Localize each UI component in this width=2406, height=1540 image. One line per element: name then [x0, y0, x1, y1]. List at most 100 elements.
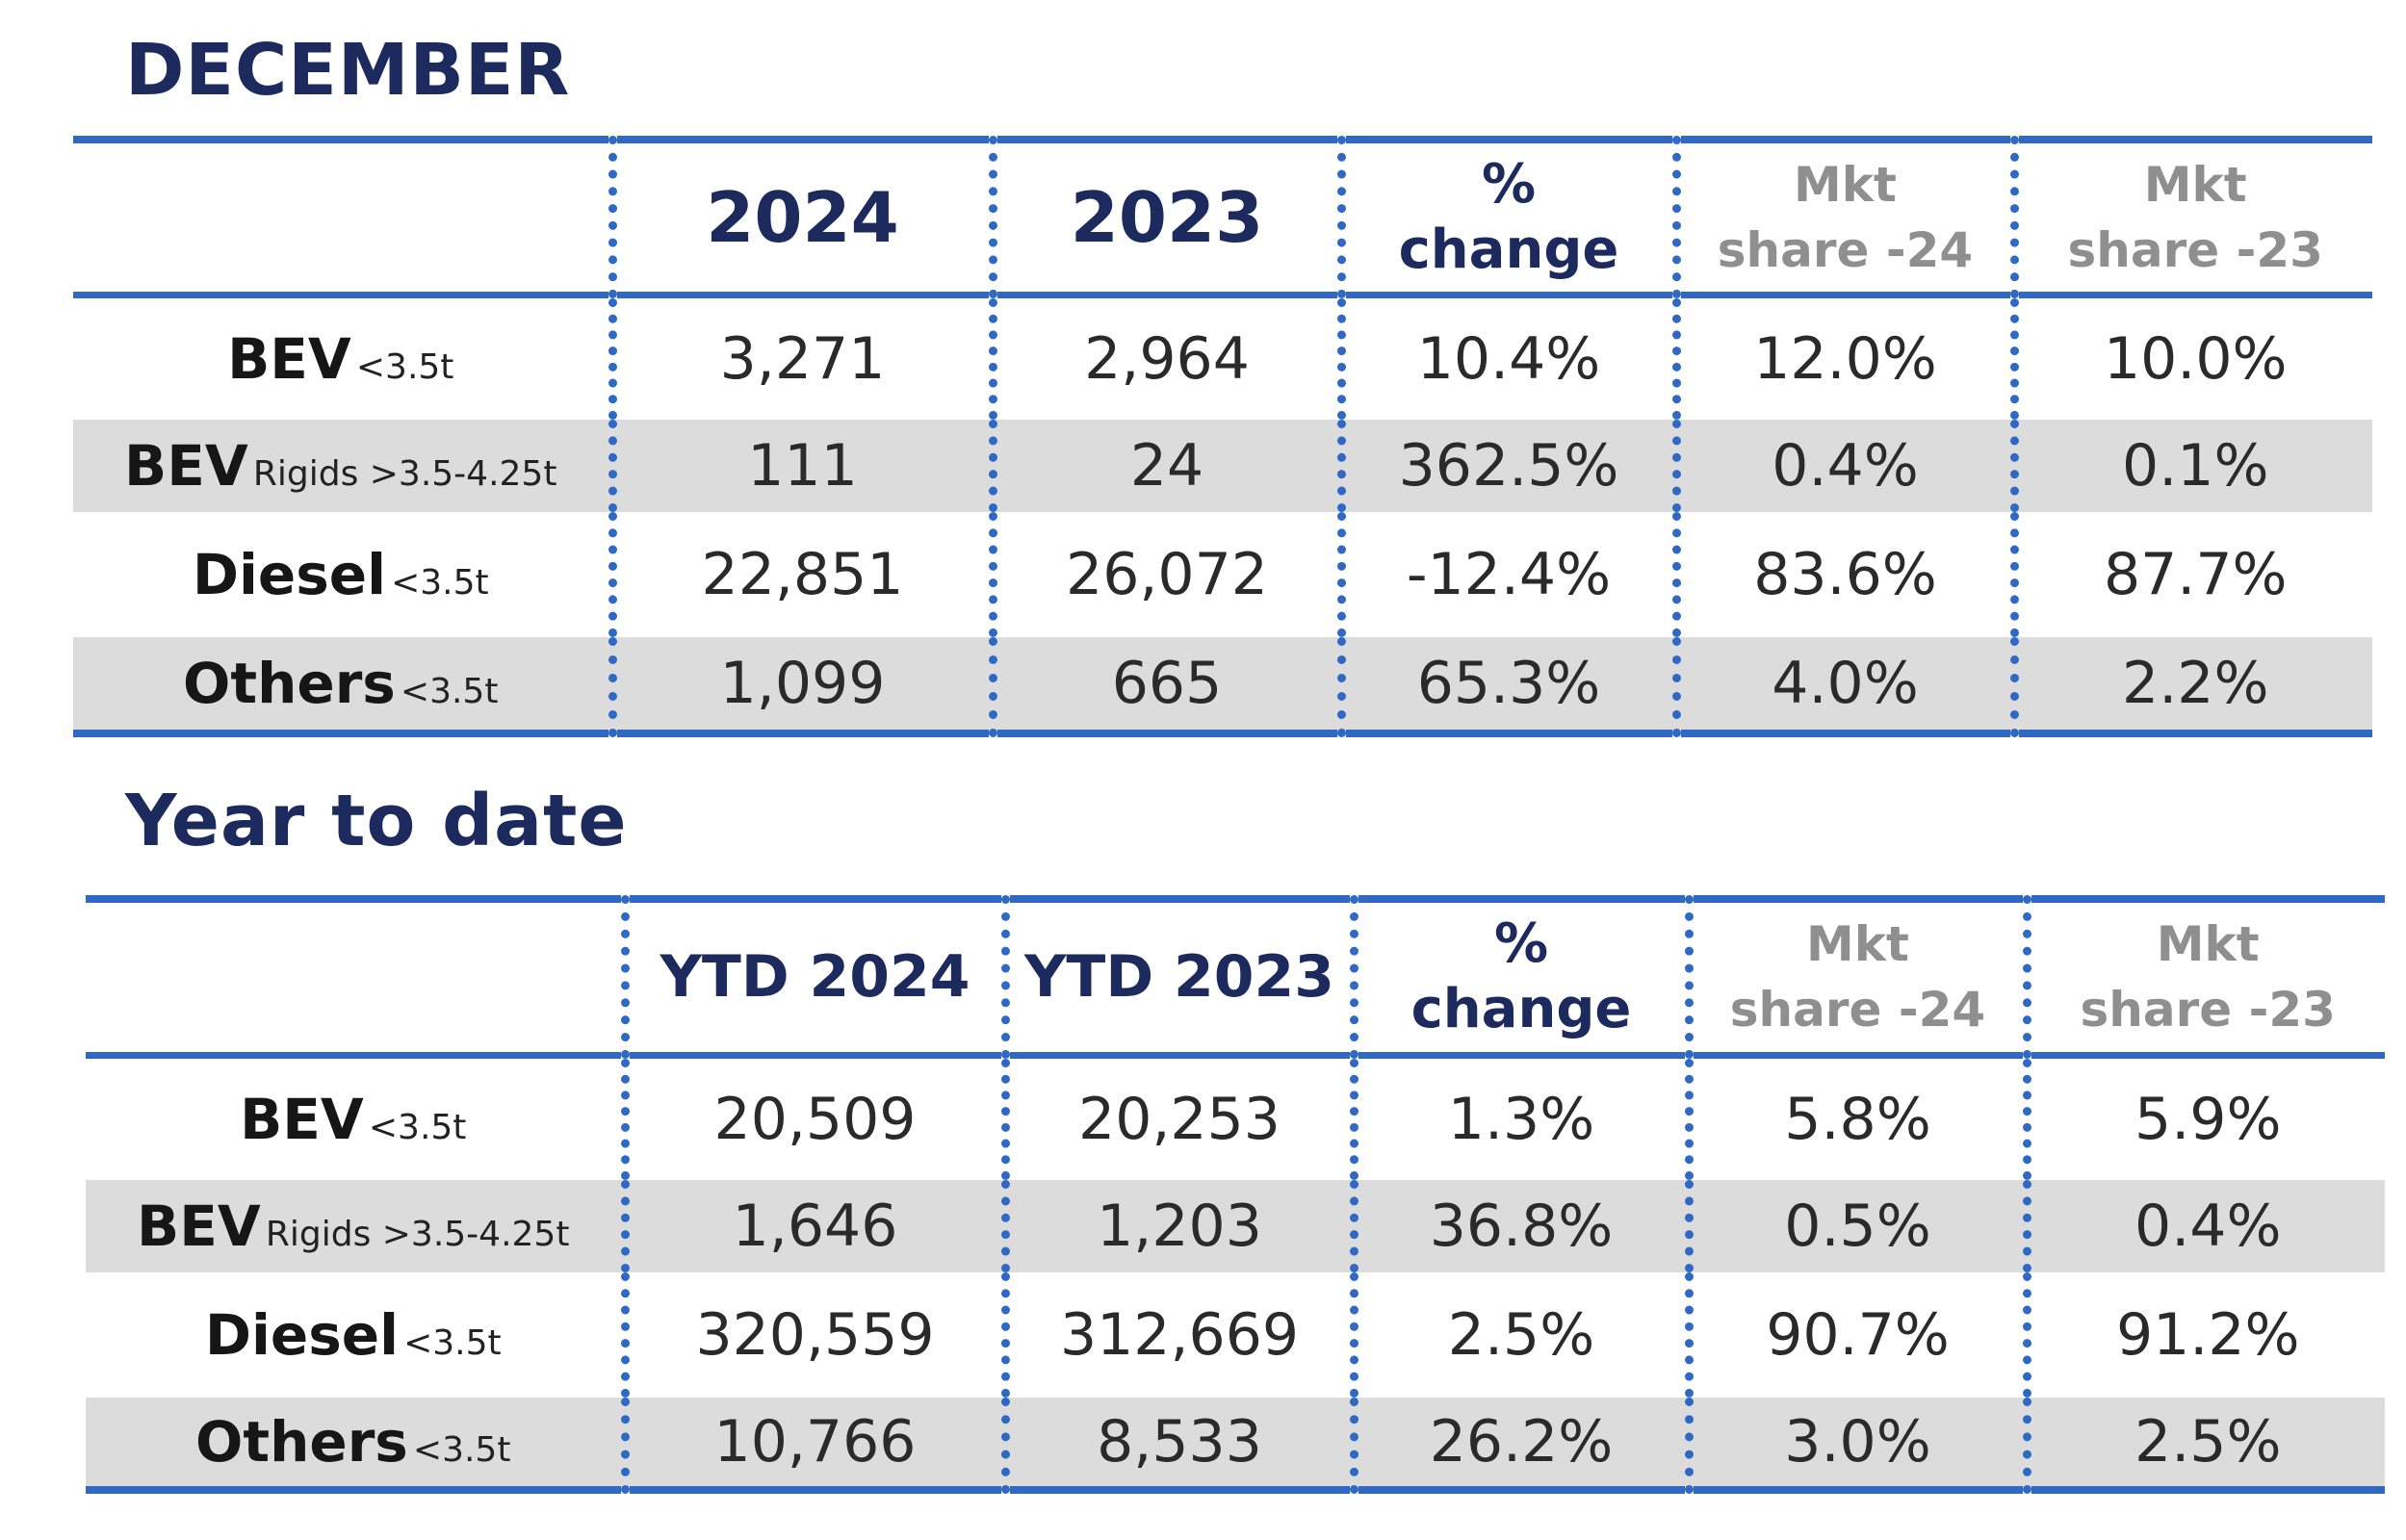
header-empty-cell	[73, 140, 612, 295]
value-mkt-share-23: 2.2%	[2009, 637, 2372, 733]
row-label-sub: Rigids >3.5-4.25t	[265, 1215, 570, 1254]
december-table: 2024 2023 % change Mkt share -24 Mkt sha…	[73, 136, 2372, 737]
header-empty-cell	[86, 899, 625, 1055]
header-change-symbol: %	[1481, 152, 1537, 216]
header-change-word: change	[1398, 218, 1619, 281]
ytd-header-row: YTD 2024 YTD 2023 % change Mkt share -24…	[86, 899, 2385, 1055]
header-mkt-share-24: Mkt share -24	[1671, 140, 2014, 295]
header-mkt24-line1: Mkt	[1794, 156, 1897, 213]
value-mkt-share-24: 5.8%	[1684, 1055, 2027, 1180]
row-label: BEV Rigids >3.5-4.25t	[73, 420, 612, 512]
value-2024: 3,271	[608, 295, 993, 420]
value-ytd-2023: 1,203	[1000, 1180, 1354, 1272]
table-row: Diesel <3.5t 320,559 312,669 2.5% 90.7% …	[86, 1272, 2385, 1398]
header-2024: 2024	[608, 140, 993, 295]
row-label-main: Diesel	[204, 1302, 399, 1368]
header-mkt-share-23: Mkt share -23	[2009, 140, 2372, 295]
value-2024: 1,099	[608, 637, 993, 733]
table-row: BEV Rigids >3.5-4.25t 111 24 362.5% 0.4%…	[73, 420, 2372, 512]
row-label-main: BEV	[137, 1194, 261, 1259]
row-label-sub: <3.5t	[400, 672, 499, 711]
value-change: 1.3%	[1349, 1055, 1689, 1180]
value-ytd-2023: 312,669	[1000, 1272, 1354, 1398]
header-mkt24-line2: share -24	[1729, 982, 1986, 1039]
value-mkt-share-24: 4.0%	[1671, 637, 2014, 733]
value-change: 26.2%	[1349, 1398, 1689, 1490]
header-percent-change: % change	[1349, 899, 1689, 1055]
row-label: Others <3.5t	[86, 1398, 625, 1490]
value-change: 10.4%	[1336, 295, 1676, 420]
value-ytd-2024: 320,559	[620, 1272, 1005, 1398]
value-change: 2.5%	[1349, 1272, 1689, 1398]
value-mkt-share-24: 0.5%	[1684, 1180, 2027, 1272]
row-label-sub: <3.5t	[403, 1323, 502, 1363]
header-mkt23-line2: share -23	[2067, 221, 2323, 278]
value-2023: 26,072	[988, 512, 1341, 637]
row-label-sub: Rigids >3.5-4.25t	[252, 454, 557, 494]
value-mkt-share-23: 0.4%	[2022, 1180, 2385, 1272]
table-row: Diesel <3.5t 22,851 26,072 -12.4% 83.6% …	[73, 512, 2372, 637]
table-row: Others <3.5t 1,099 665 65.3% 4.0% 2.2%	[73, 637, 2372, 733]
december-header-row: 2024 2023 % change Mkt share -24 Mkt sha…	[73, 140, 2372, 295]
header-ytd-2024: YTD 2024	[620, 899, 1005, 1055]
value-2023: 24	[988, 420, 1341, 512]
value-mkt-share-24: 12.0%	[1671, 295, 2014, 420]
row-label: Diesel <3.5t	[73, 512, 612, 637]
value-ytd-2023: 20,253	[1000, 1055, 1354, 1180]
row-label: BEV <3.5t	[86, 1055, 625, 1180]
value-mkt-share-23: 10.0%	[2009, 295, 2372, 420]
value-change: 36.8%	[1349, 1180, 1689, 1272]
value-mkt-share-24: 83.6%	[1671, 512, 2014, 637]
value-ytd-2024: 10,766	[620, 1398, 1005, 1490]
table-row: BEV <3.5t 20,509 20,253 1.3% 5.8% 5.9%	[86, 1055, 2385, 1180]
value-mkt-share-24: 90.7%	[1684, 1272, 2027, 1398]
table-row: BEV <3.5t 3,271 2,964 10.4% 12.0% 10.0%	[73, 295, 2372, 420]
value-2024: 22,851	[608, 512, 993, 637]
row-label-main: BEV	[227, 325, 351, 392]
row-label: BEV Rigids >3.5-4.25t	[86, 1180, 625, 1272]
row-label: Diesel <3.5t	[86, 1272, 625, 1398]
value-change: 362.5%	[1336, 420, 1676, 512]
header-ytd-2023: YTD 2023	[1000, 899, 1354, 1055]
value-2024: 111	[608, 420, 993, 512]
header-2023: 2023	[988, 140, 1341, 295]
row-label-sub: <3.5t	[368, 1107, 467, 1147]
value-mkt-share-23: 91.2%	[2022, 1272, 2385, 1398]
header-mkt24-line1: Mkt	[1806, 916, 1909, 973]
value-mkt-share-23: 5.9%	[2022, 1055, 2385, 1180]
value-change: 65.3%	[1336, 637, 1676, 733]
header-mkt23-line1: Mkt	[2156, 916, 2260, 973]
row-label-main: Others	[183, 651, 396, 716]
value-ytd-2024: 1,646	[620, 1180, 1005, 1272]
row-label-sub: <3.5t	[391, 563, 489, 603]
row-label: Others <3.5t	[73, 637, 612, 733]
row-label-main: BEV	[240, 1086, 364, 1152]
header-percent-change: % change	[1336, 140, 1676, 295]
value-mkt-share-23: 2.5%	[2022, 1398, 2385, 1490]
header-mkt24-line2: share -24	[1717, 221, 1974, 278]
value-mkt-share-23: 0.1%	[2009, 420, 2372, 512]
row-label-main: Diesel	[192, 542, 386, 607]
table-row: Others <3.5t 10,766 8,533 26.2% 3.0% 2.5…	[86, 1398, 2385, 1490]
row-label-sub: <3.5t	[355, 346, 454, 387]
header-mkt-share-23: Mkt share -23	[2022, 899, 2385, 1055]
row-label-sub: <3.5t	[412, 1430, 511, 1470]
header-mkt23-line1: Mkt	[2143, 156, 2247, 213]
value-mkt-share-23: 87.7%	[2009, 512, 2372, 637]
ytd-table: YTD 2024 YTD 2023 % change Mkt share -24…	[86, 895, 2385, 1494]
header-change-word: change	[1410, 978, 1632, 1041]
row-label-main: BEV	[124, 433, 248, 499]
december-title: DECEMBER	[125, 29, 571, 112]
value-2023: 2,964	[988, 295, 1341, 420]
value-mkt-share-24: 3.0%	[1684, 1398, 2027, 1490]
row-label-main: Others	[195, 1409, 408, 1475]
row-label: BEV <3.5t	[73, 295, 612, 420]
value-mkt-share-24: 0.4%	[1671, 420, 2014, 512]
value-2023: 665	[988, 637, 1341, 733]
ytd-title: Year to date	[125, 780, 628, 862]
header-mkt23-line2: share -23	[2080, 982, 2336, 1039]
header-mkt-share-24: Mkt share -24	[1684, 899, 2027, 1055]
value-ytd-2023: 8,533	[1000, 1398, 1354, 1490]
table-row: BEV Rigids >3.5-4.25t 1,646 1,203 36.8% …	[86, 1180, 2385, 1272]
header-change-symbol: %	[1493, 912, 1549, 976]
